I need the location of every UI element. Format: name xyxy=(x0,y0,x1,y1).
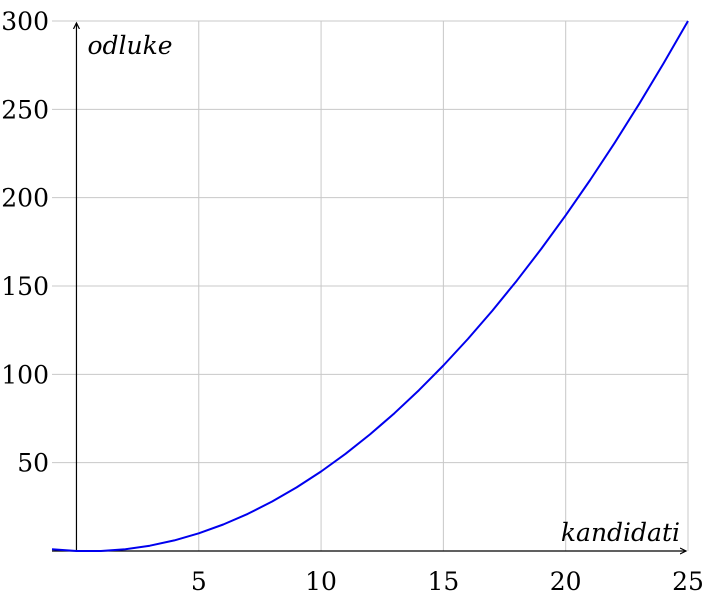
y-axis-label: odluke xyxy=(87,31,172,60)
x-tick-label: 25 xyxy=(672,567,704,596)
x-tick-label: 10 xyxy=(305,567,337,596)
series-line xyxy=(51,20,689,552)
grid xyxy=(52,20,689,551)
y-tick-label: 300 xyxy=(1,7,49,36)
y-tick-label: 50 xyxy=(17,449,49,478)
y-tick-label: 150 xyxy=(1,272,49,301)
y-tick-label: 200 xyxy=(1,184,49,213)
series-layer xyxy=(51,20,689,552)
tick-labels: 5 10 15 20 25 50 100 150 200 250 300 xyxy=(1,7,704,596)
x-tick-label: 20 xyxy=(550,567,582,596)
x-tick-label: 5 xyxy=(191,567,207,596)
axes xyxy=(52,23,686,551)
x-axis-label: kandidati xyxy=(561,518,680,547)
x-tick-label: 15 xyxy=(427,567,459,596)
y-tick-label: 100 xyxy=(1,360,49,389)
y-tick-label: 250 xyxy=(1,95,49,124)
